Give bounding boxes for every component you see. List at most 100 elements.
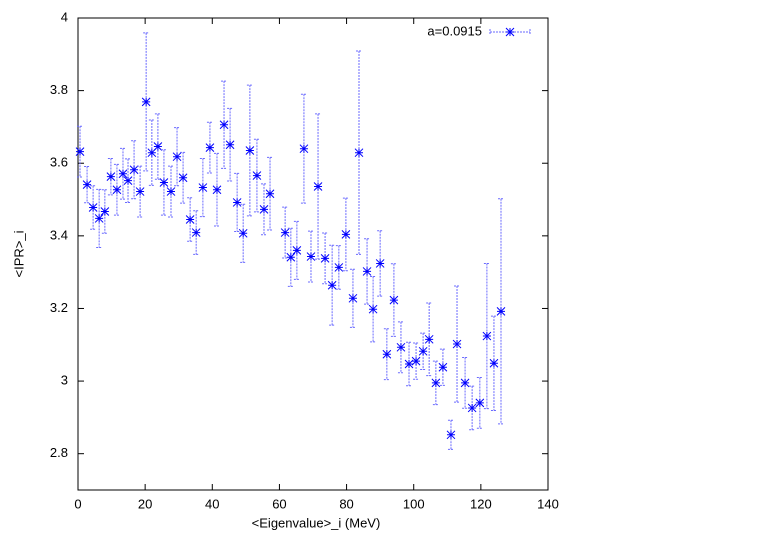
data-point xyxy=(118,169,128,179)
data-point xyxy=(496,307,506,316)
data-point xyxy=(375,259,385,268)
x-tick-label: 80 xyxy=(339,496,353,511)
error-bar xyxy=(154,113,161,180)
error-bar xyxy=(246,84,253,217)
error-bar xyxy=(143,32,150,172)
data-point xyxy=(185,215,195,224)
data-point xyxy=(489,358,499,368)
data-point xyxy=(205,143,215,152)
data-point xyxy=(232,198,242,207)
data-point xyxy=(265,189,275,199)
error-bar xyxy=(160,149,167,216)
y-tick-label: 4 xyxy=(61,9,68,24)
y-tick-label: 3.4 xyxy=(50,227,68,242)
data-point xyxy=(225,140,235,150)
data-point xyxy=(75,147,85,156)
data-point xyxy=(475,398,485,408)
data-point xyxy=(313,182,323,191)
data-point xyxy=(404,359,414,369)
data-point xyxy=(88,203,98,212)
data-point xyxy=(320,254,330,263)
data-point xyxy=(411,356,421,366)
y-tick-label: 3.6 xyxy=(50,155,68,170)
data-point xyxy=(348,293,358,303)
data-point xyxy=(147,148,157,158)
legend-marker xyxy=(505,27,515,37)
error-bar xyxy=(131,140,138,200)
data-point xyxy=(467,403,477,413)
data-point xyxy=(292,246,302,255)
error-bar xyxy=(96,188,103,248)
data-point xyxy=(299,144,309,154)
x-axis-label: <Eigenvalue>_i (MeV) xyxy=(252,515,381,530)
data-point xyxy=(112,185,122,195)
x-tick-label: 100 xyxy=(403,496,425,511)
data-point xyxy=(153,142,163,151)
data-point xyxy=(135,187,145,196)
data-point xyxy=(166,187,176,196)
data-point xyxy=(368,304,378,314)
data-point xyxy=(129,165,139,175)
error-bar xyxy=(364,238,371,305)
error-bar xyxy=(355,50,362,255)
data-point xyxy=(431,378,441,388)
data-point xyxy=(446,430,456,440)
data-point xyxy=(159,178,169,187)
y-tick-label: 3 xyxy=(61,373,68,388)
data-point xyxy=(482,331,492,341)
error-bar xyxy=(349,268,356,328)
data-point xyxy=(219,120,229,130)
x-tick-label: 0 xyxy=(74,496,81,511)
data-point xyxy=(212,185,222,195)
data-point xyxy=(341,230,351,239)
data-point xyxy=(123,176,133,186)
x-tick-label: 60 xyxy=(272,496,286,511)
data-point xyxy=(106,172,116,182)
y-tick-label: 3.8 xyxy=(50,82,68,97)
error-bar xyxy=(174,127,181,187)
x-tick-label: 40 xyxy=(205,496,219,511)
y-tick-label: 2.8 xyxy=(50,445,68,460)
error-bar xyxy=(377,230,384,297)
data-point xyxy=(280,228,290,237)
data-point xyxy=(460,378,470,388)
data-point xyxy=(424,334,434,344)
data-point xyxy=(178,173,188,183)
data-point xyxy=(172,152,182,162)
data-point xyxy=(100,207,110,216)
y-axis-label: <IPR>_i xyxy=(11,230,26,277)
error-bar xyxy=(234,172,241,232)
plot-frame xyxy=(77,17,549,491)
data-point xyxy=(354,148,364,158)
error-bar xyxy=(370,276,377,343)
data-point xyxy=(396,342,406,352)
data-point xyxy=(245,146,255,155)
data-point xyxy=(198,183,208,192)
data-point xyxy=(452,339,462,349)
x-tick-label: 140 xyxy=(537,496,559,511)
data-point xyxy=(286,252,296,262)
error-bar xyxy=(447,419,454,450)
data-point xyxy=(382,349,392,359)
error-bar xyxy=(490,315,497,411)
data-point xyxy=(82,180,92,190)
data-point xyxy=(259,204,269,214)
error-bar xyxy=(287,227,294,287)
error-bar xyxy=(293,220,300,280)
data-point xyxy=(362,267,372,276)
x-tick-label: 20 xyxy=(138,496,152,511)
legend-label: a=0.0915 xyxy=(427,23,482,38)
data-point xyxy=(327,280,337,290)
data-point xyxy=(238,228,248,238)
data-point xyxy=(252,171,262,180)
data-point xyxy=(334,263,344,272)
data-point xyxy=(306,252,316,261)
data-point xyxy=(191,228,201,237)
error-bar xyxy=(240,203,247,263)
data-point xyxy=(418,346,428,356)
error-bar xyxy=(199,158,206,218)
data-point xyxy=(389,295,399,305)
data-point xyxy=(438,362,448,372)
data-point xyxy=(141,97,151,107)
